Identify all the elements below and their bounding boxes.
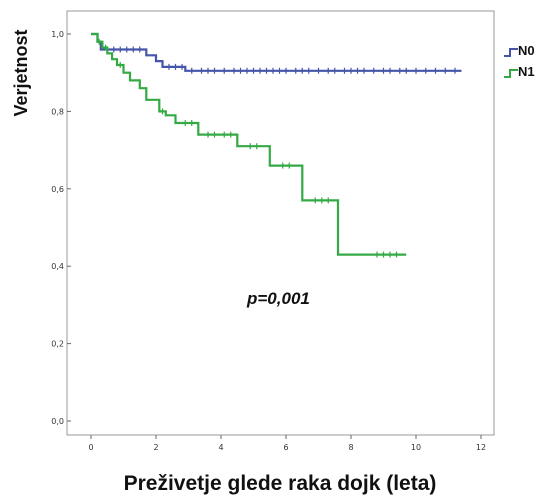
x-tick-label: 10 xyxy=(411,443,421,452)
series-n1 xyxy=(91,32,407,258)
y-tick-label: 1,0 xyxy=(51,30,64,39)
y-tick-label: 0,6 xyxy=(51,185,64,194)
y-tick-label: 0,8 xyxy=(51,107,64,116)
x-tick-label: 0 xyxy=(88,443,93,452)
y-tick-label: 0,4 xyxy=(51,262,64,271)
y-axis-title: Verjetnost xyxy=(11,29,31,116)
legend-line-n1 xyxy=(504,69,518,78)
legend-label-n0: N0 xyxy=(518,43,535,58)
y-tick-label: 0,0 xyxy=(51,417,64,426)
x-tick-label: 2 xyxy=(153,443,158,452)
x-axis: 0 2 4 6 8 10 12 xyxy=(88,435,486,452)
plot-frame xyxy=(66,10,495,436)
x-tick-label: 8 xyxy=(348,443,353,452)
y-tick-label: 0,2 xyxy=(51,340,64,349)
y-axis: 0,0 0,2 0,4 0,6 0,8 1,0 xyxy=(51,30,71,426)
series-line-n1 xyxy=(91,32,407,256)
p-value-annotation: p=0,001 xyxy=(246,289,310,308)
x-tick-label: 4 xyxy=(218,443,223,452)
series-layer xyxy=(91,32,462,258)
x-tick-label: 12 xyxy=(476,443,486,452)
legend: N0 N1 xyxy=(504,43,535,79)
x-tick-label: 6 xyxy=(283,443,288,452)
legend-line-n0 xyxy=(504,48,518,57)
x-axis-title: Preživetje glede raka dojk (leta) xyxy=(124,472,437,495)
legend-label-n1: N1 xyxy=(518,64,535,79)
